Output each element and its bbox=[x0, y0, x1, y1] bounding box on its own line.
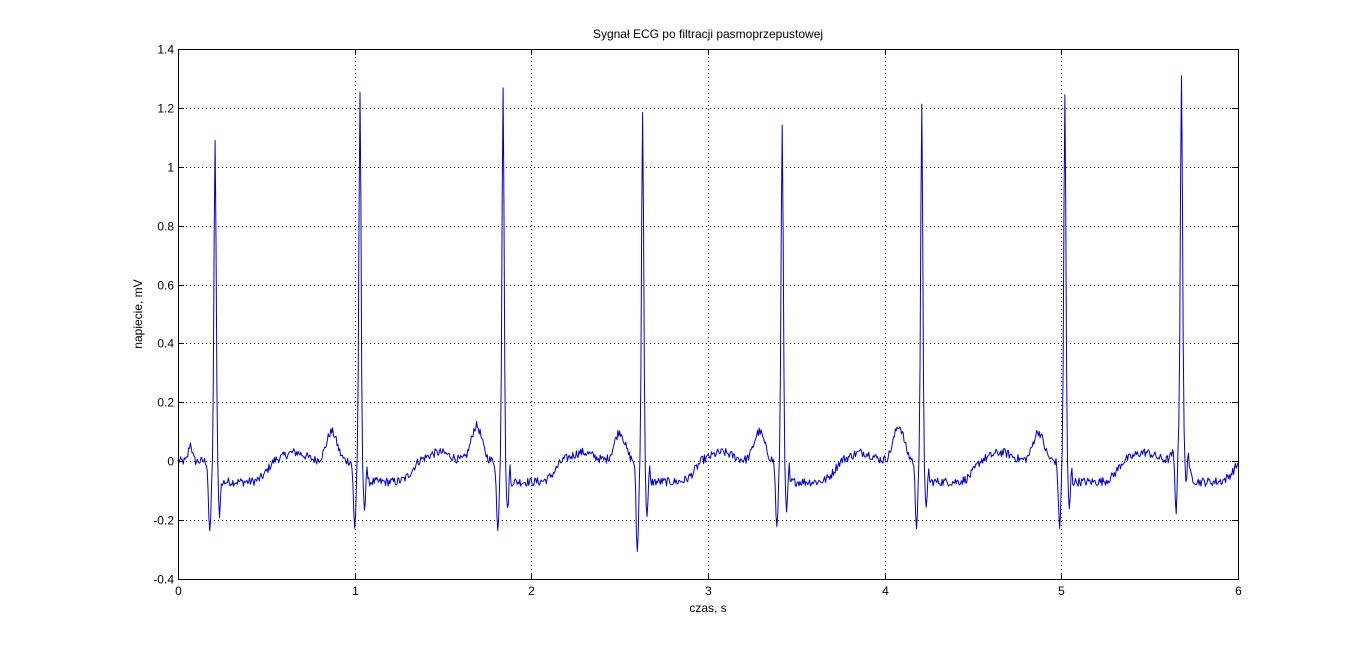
y-tick-label: 0.2 bbox=[157, 396, 174, 410]
y-tick-label: -0.2 bbox=[153, 514, 174, 528]
x-tick-label: 6 bbox=[1235, 584, 1242, 598]
y-tick-label: 1.4 bbox=[157, 43, 174, 57]
x-tick-label: 5 bbox=[1058, 584, 1065, 598]
y-tick-label: 0.4 bbox=[157, 337, 174, 351]
x-tick-label: 0 bbox=[175, 584, 182, 598]
ecg-signal-line bbox=[177, 75, 1239, 552]
x-axis-label: czas, s bbox=[689, 601, 726, 615]
x-tick-label: 1 bbox=[352, 584, 359, 598]
tick-labels: 0 1 2 3 4 5 6 -0.4 -0.2 0 0.2 0.4 0.6 0.8 1 1.2 1.4 bbox=[153, 43, 1242, 599]
x-tick-label: 2 bbox=[528, 584, 535, 598]
y-axis-label: napiecie, mV bbox=[131, 279, 145, 348]
y-tick-label: -0.4 bbox=[153, 573, 174, 587]
x-tick-label: 3 bbox=[705, 584, 712, 598]
y-tick-label: 1.2 bbox=[157, 102, 174, 116]
x-tick-label: 4 bbox=[882, 584, 889, 598]
y-tick-label: 0.6 bbox=[157, 279, 174, 293]
y-tick-label: 1 bbox=[167, 161, 174, 175]
y-tick-label: 0.8 bbox=[157, 220, 174, 234]
y-tick-label: 0 bbox=[167, 455, 174, 469]
chart-title: Sygnał ECG po filtracji pasmoprzepustowe… bbox=[593, 27, 823, 41]
axes-box bbox=[178, 49, 1239, 580]
